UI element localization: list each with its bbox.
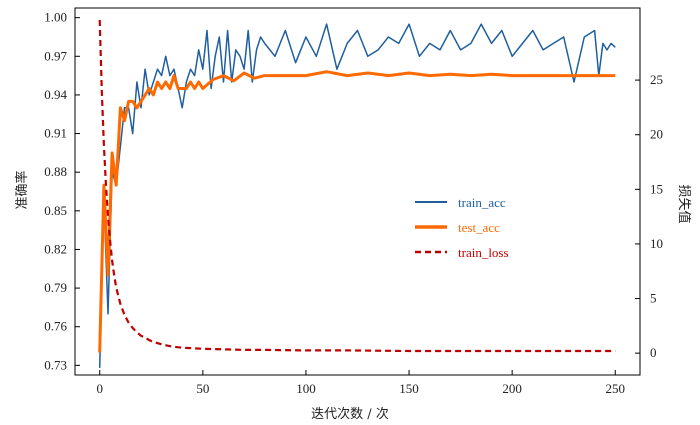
x-tick-label: 150 — [399, 381, 419, 396]
series-line-train-loss — [98, 19, 616, 353]
y-left-tick-label: 0.76 — [44, 319, 67, 334]
x-tick-label: 0 — [96, 381, 103, 396]
legend-label-train-acc: train_acc — [458, 195, 506, 210]
x-tick-label: 50 — [196, 381, 209, 396]
y-left-tick-label: 0.73 — [44, 357, 67, 372]
y-axis-left-title: 准确率 — [14, 170, 30, 209]
legend-label-test-acc: test_acc — [458, 220, 500, 235]
y-left-tick-label: 0.88 — [44, 164, 67, 179]
y-left-tick-label: 0.91 — [44, 126, 67, 141]
y-left-tick-label: 0.97 — [44, 48, 67, 63]
plot-frame — [74, 7, 641, 376]
series-line-test-acc — [98, 70, 616, 353]
ticks-layer: 0 50 100 150 200 2500.730.760.790.820.850.880… — [44, 10, 663, 396]
y-right-tick-label: 0 — [650, 345, 657, 360]
y-right-tick-label: 20 — [650, 127, 663, 142]
y-left-tick-label: 1.00 — [44, 10, 67, 25]
y-right-tick-label: 15 — [650, 181, 663, 196]
x-axis-title: 迭代次数 / 次 — [311, 406, 389, 422]
y-left-tick-label: 0.94 — [44, 87, 67, 102]
series-layer — [98, 19, 616, 368]
y-left-tick-label: 0.79 — [44, 280, 67, 295]
legend: train_acc test_acc train_loss — [415, 195, 509, 260]
x-tick-label: 100 — [296, 381, 316, 396]
legend-label-train-loss: train_loss — [458, 245, 509, 260]
y-right-tick-label: 10 — [650, 236, 663, 251]
y-left-tick-label: 0.85 — [44, 203, 67, 218]
y-left-tick-label: 0.82 — [44, 241, 67, 256]
y-axis-right-title: 损失值 — [676, 184, 692, 223]
series-line-train-acc — [98, 23, 616, 368]
x-tick-label: 250 — [606, 381, 626, 396]
x-tick-label: 200 — [502, 381, 522, 396]
y-right-tick-label: 25 — [650, 72, 663, 87]
y-right-tick-label: 5 — [650, 291, 657, 306]
